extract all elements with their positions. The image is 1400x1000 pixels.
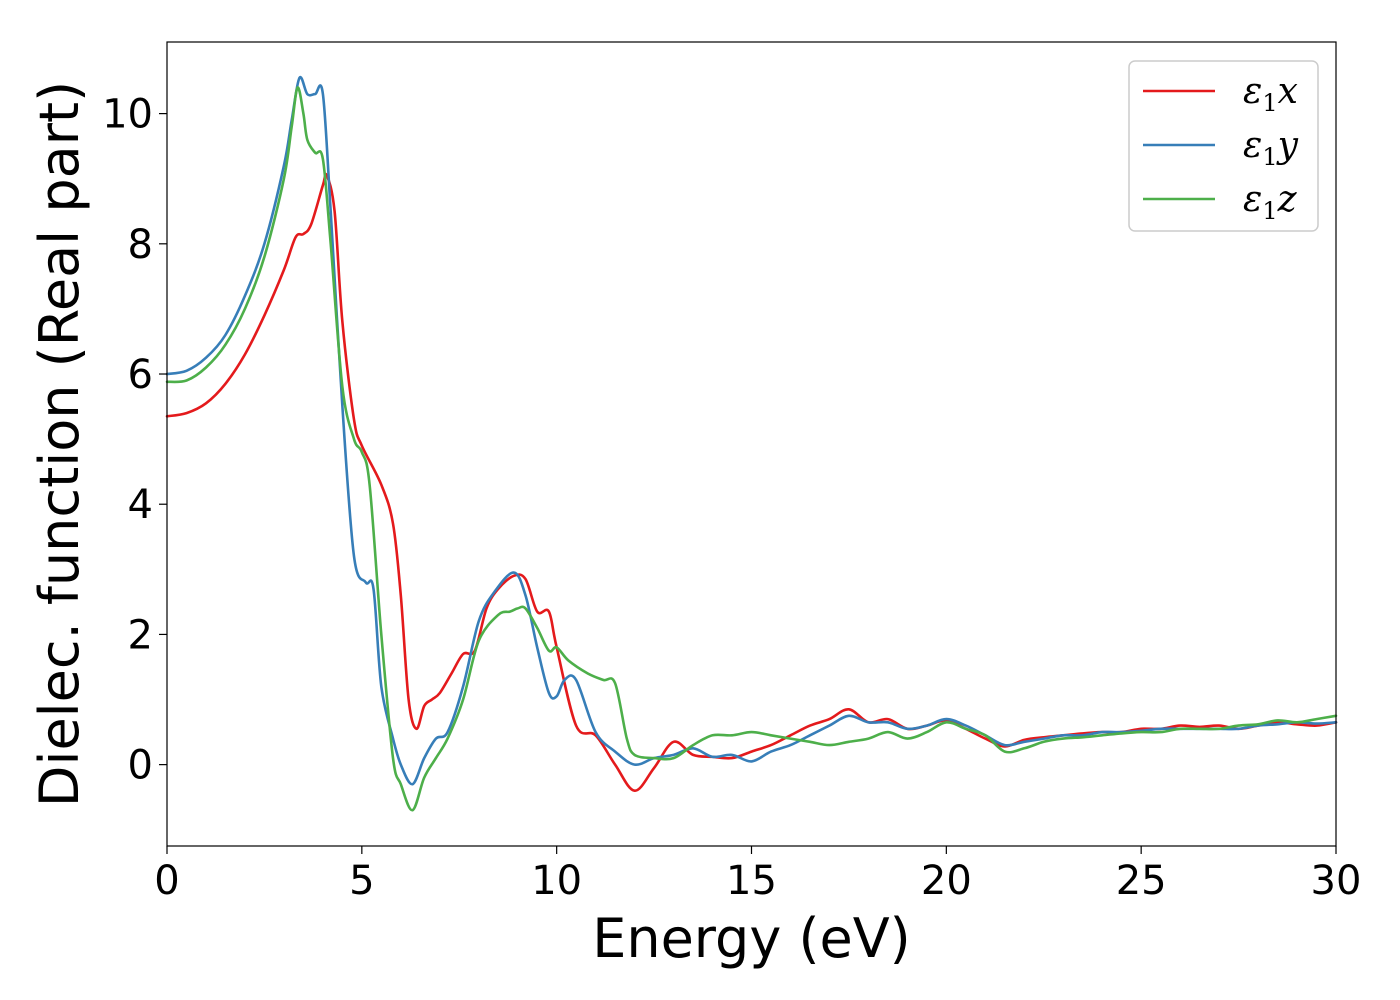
- x-tick-label: 5: [349, 858, 374, 904]
- series-line-z: [165, 86, 1338, 812]
- legend: ε1x ε1y ε1z: [1128, 60, 1319, 232]
- x-tick-label: 25: [1116, 858, 1167, 904]
- y-axis: 0 2 4 6 8 10: [102, 92, 167, 789]
- y-tick-label: 6: [128, 352, 153, 398]
- legend-label-y: ε1y: [1243, 125, 1299, 171]
- x-tick-label: 20: [921, 858, 972, 904]
- y-tick-label: 4: [128, 482, 153, 528]
- legend-label-z: ε1z: [1243, 179, 1298, 225]
- legend-label-x: ε1x: [1243, 71, 1298, 117]
- x-tick-label: 0: [154, 858, 179, 904]
- y-tick-label: 2: [128, 612, 153, 658]
- series-line-y: [165, 75, 1338, 786]
- y-tick-label: 10: [102, 92, 153, 138]
- y-axis-label: Dielec. function (Real part): [28, 81, 91, 807]
- y-tick-label: 0: [128, 743, 153, 789]
- series-layer: [165, 75, 1338, 812]
- x-tick-label: 10: [531, 858, 582, 904]
- x-axis: 0 5 10 15 20 25 30: [154, 846, 1361, 904]
- y-tick-label: 8: [128, 222, 153, 268]
- x-tick-label: 15: [726, 858, 777, 904]
- x-tick-label: 30: [1311, 858, 1362, 904]
- legend-box: [1128, 60, 1319, 232]
- x-axis-label: Energy (eV): [592, 907, 911, 970]
